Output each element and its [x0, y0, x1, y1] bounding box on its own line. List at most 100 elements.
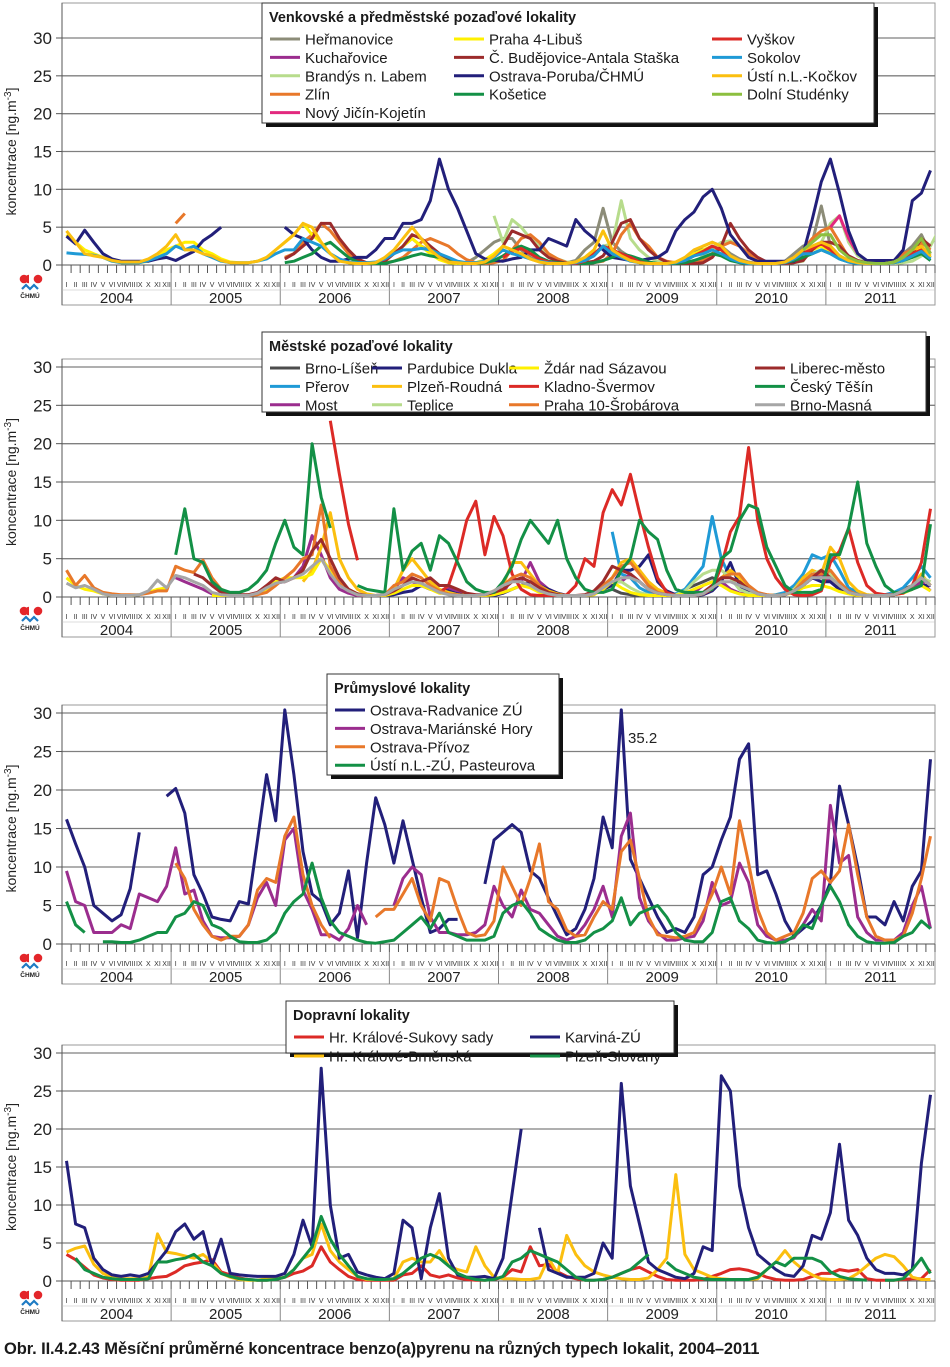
logo-dot-right [33, 1290, 43, 1300]
month-tick-label: VIII [343, 614, 354, 621]
month-tick-label: VII [772, 1298, 781, 1305]
series-line-karvin-z- [65, 1066, 523, 1281]
month-tick-label: I [611, 1298, 613, 1305]
month-tick-label: II [292, 961, 296, 968]
month-tick-label: IX [791, 614, 798, 621]
month-tick-label: VIII [889, 961, 900, 968]
month-tick-label: V [864, 961, 869, 968]
month-tick-label: I [393, 614, 395, 621]
month-tick-label: XII [490, 282, 499, 289]
legend-label: Sokolov [747, 50, 801, 67]
month-tick-label: I [284, 961, 286, 968]
month-tick-label: XI [372, 614, 379, 621]
month-tick-label: VII [226, 282, 235, 289]
month-tick-label: VIII [343, 282, 354, 289]
month-tick-label: III [82, 1298, 88, 1305]
month-tick-label: IX [900, 614, 907, 621]
month-tick-label: VI [763, 282, 770, 289]
month-tick-label: II [728, 1298, 732, 1305]
month-tick-label: V [537, 961, 542, 968]
month-tick-label: III [191, 282, 197, 289]
month-tick-label: V [537, 1298, 542, 1305]
month-tick-label: III [737, 614, 743, 621]
month-tick-label: VII [226, 1298, 235, 1305]
month-tick-label: IV [91, 282, 98, 289]
month-tick-label: VIII [452, 1298, 463, 1305]
month-tick-label: XII [490, 1298, 499, 1305]
month-tick-label: III [846, 282, 852, 289]
legend-label: Dolní Studénky [747, 87, 849, 104]
month-tick-label: XII [271, 961, 280, 968]
month-tick-label: IX [136, 961, 143, 968]
month-tick-label: X [473, 961, 478, 968]
month-tick-label: IV [745, 614, 752, 621]
month-tick-label: VI [109, 961, 116, 968]
month-tick-label: II [510, 282, 514, 289]
y-axis-label: koncentrace [ng.m-3] [3, 765, 19, 893]
month-tick-label: III [846, 1298, 852, 1305]
month-tick-label: VII [553, 961, 562, 968]
month-tick-label: IX [463, 282, 470, 289]
month-tick-label: XI [263, 614, 270, 621]
month-tick-label: IV [91, 961, 98, 968]
month-tick-label: IV [527, 614, 534, 621]
month-tick-label: IX [463, 614, 470, 621]
month-tick-label: I [611, 282, 613, 289]
month-tick-label: I [66, 1298, 68, 1305]
month-tick-label: X [364, 282, 369, 289]
month-tick-label: VII [444, 282, 453, 289]
legend-label: Heřmanovice [305, 32, 393, 49]
month-tick-label: IX [682, 1298, 689, 1305]
year-label: 2007 [427, 1306, 460, 1323]
month-tick-label: X [692, 282, 697, 289]
legend-label: Ústí n.L.-Kočkov [747, 68, 858, 85]
month-tick-label: I [284, 1298, 286, 1305]
month-tick-label: VIII [234, 282, 245, 289]
year-label: 2005 [209, 622, 242, 639]
month-tick-label: VII [881, 1298, 890, 1305]
month-tick-label: IX [245, 614, 252, 621]
month-tick-label: VII [335, 614, 344, 621]
month-tick-label: V [428, 282, 433, 289]
series-line-plze-slovany [74, 1214, 650, 1282]
month-tick-label: III [518, 282, 524, 289]
year-label: 2007 [427, 969, 460, 986]
month-tick-label: X [255, 282, 260, 289]
y-tick-label: 15 [33, 143, 52, 162]
month-tick-label: X [255, 1298, 260, 1305]
month-tick-label: XI [700, 282, 707, 289]
month-tick-label: VI [654, 282, 661, 289]
y-tick-label: 25 [33, 396, 52, 415]
month-tick-label: VI [763, 1298, 770, 1305]
month-tick-label: VIII [780, 961, 791, 968]
y-axis-label-exponent: -3 [3, 1106, 14, 1115]
month-tick-label: II [510, 961, 514, 968]
year-label: 2006 [318, 290, 351, 307]
month-tick-label: X [692, 961, 697, 968]
month-tick-label: VI [873, 1298, 880, 1305]
y-axis-label-exponent: -3 [3, 421, 14, 430]
month-tick-label: IV [745, 1298, 752, 1305]
month-tick-label: XII [490, 614, 499, 621]
logo-half-dot [24, 274, 29, 284]
month-tick-label: XI [591, 1298, 598, 1305]
month-tick-label: XI [154, 961, 161, 968]
month-tick-label: II [401, 961, 405, 968]
month-tick-label: III [409, 1298, 415, 1305]
logo-dot-right [33, 606, 43, 616]
month-tick-label: IX [572, 282, 579, 289]
month-tick-label: III [846, 961, 852, 968]
month-tick-label: IV [854, 1298, 861, 1305]
month-tick-label: X [910, 614, 915, 621]
legend-label: Hr. Králové-Sukovy sady [329, 1030, 494, 1047]
month-tick-label: V [210, 614, 215, 621]
month-tick-label: II [401, 1298, 405, 1305]
month-tick-label: III [737, 1298, 743, 1305]
month-tick-label: III [627, 614, 633, 621]
legend-label: Pardubice Dukla [407, 361, 518, 378]
month-tick-label: IV [636, 282, 643, 289]
month-tick-label: I [720, 282, 722, 289]
month-tick-label: VII [335, 282, 344, 289]
year-label: 2008 [536, 290, 569, 307]
